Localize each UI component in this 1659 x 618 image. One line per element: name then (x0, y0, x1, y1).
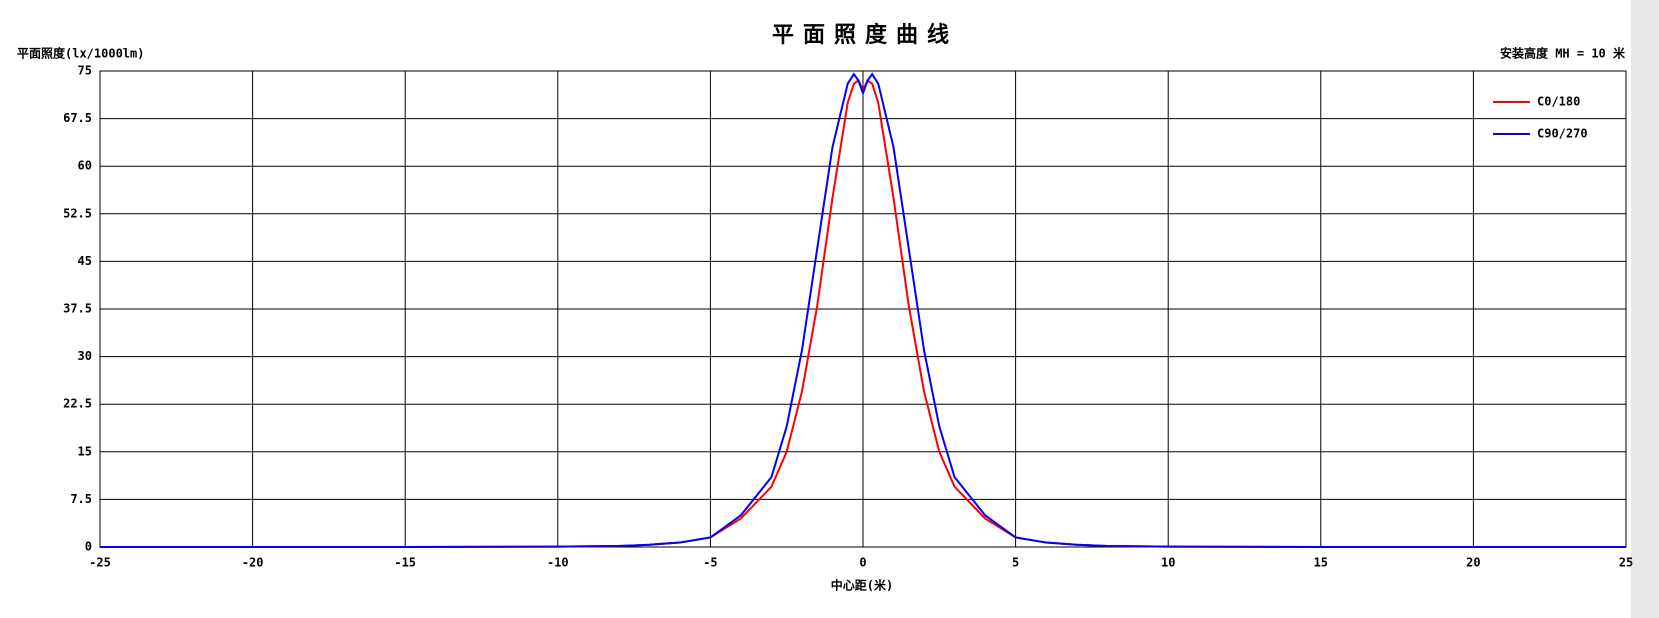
y-tick-label: 52.5 (63, 206, 92, 220)
chart-title: 平面照度曲线 (772, 22, 958, 48)
y-tick-label: 15 (78, 444, 92, 458)
legend-label: C90/270 (1537, 127, 1588, 141)
y-tick-label: 37.5 (63, 302, 92, 316)
series-line (100, 72, 1626, 548)
x-tick-label: -20 (242, 556, 264, 570)
x-axis-label: 中心距(米) (831, 578, 893, 593)
x-tick-label: 25 (1619, 556, 1633, 570)
y-tick-label: 30 (78, 349, 92, 363)
edge-strip (1631, 0, 1659, 618)
x-tick-label: 0 (859, 556, 866, 570)
x-tick-label: -15 (394, 556, 416, 570)
y-tick-label: 7.5 (70, 492, 92, 506)
x-tick-label: -10 (547, 556, 569, 570)
x-tick-label: -25 (89, 556, 111, 570)
x-tick-label: 15 (1314, 556, 1328, 570)
y-tick-label: 0 (85, 540, 92, 554)
y-tick-label: 22.5 (63, 397, 92, 411)
y-tick-label: 60 (78, 159, 92, 173)
plot-frame (99, 70, 1627, 548)
y-tick-label: 75 (78, 64, 92, 78)
y-axis-label: 平面照度(lx/1000lm) (17, 46, 144, 61)
y-tick-label: 67.5 (63, 111, 92, 125)
y-tick-label: 45 (78, 254, 92, 268)
x-tick-label: 20 (1466, 556, 1480, 570)
x-tick-label: 5 (1012, 556, 1019, 570)
x-tick-label: -5 (703, 556, 717, 570)
legend-label: C0/180 (1537, 95, 1580, 109)
subtitle: 安装高度 MH = 10 米 (1500, 46, 1626, 61)
x-tick-label: 10 (1161, 556, 1175, 570)
